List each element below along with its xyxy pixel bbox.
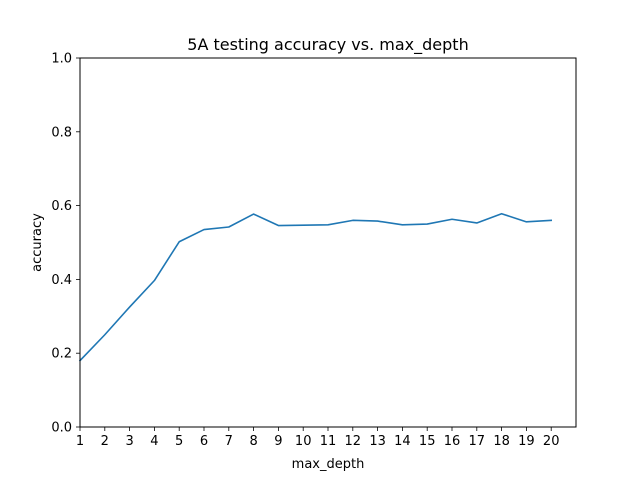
y-tick-label: 1.0	[51, 52, 72, 67]
x-tick-label: 6	[200, 434, 208, 449]
y-tick-label: 0.2	[51, 347, 72, 362]
x-tick-label: 7	[225, 434, 233, 449]
y-tick-label: 0.0	[51, 421, 72, 436]
x-tick-label: 10	[295, 434, 312, 449]
x-axis: 1 2 3 4 5 6 7 8 9 10 11 12 13 14 15 16 17 18 19 20	[76, 427, 560, 449]
y-tick-label: 0.4	[51, 273, 72, 288]
x-tick-label: 5	[175, 434, 183, 449]
x-tick-label: 14	[394, 434, 411, 449]
x-tick-label: 17	[469, 434, 486, 449]
x-tick-label: 8	[249, 434, 257, 449]
x-tick-label: 19	[518, 434, 535, 449]
x-axis-label: max_depth	[292, 457, 365, 472]
x-tick-label: 18	[493, 434, 510, 449]
x-tick-label: 11	[320, 434, 337, 449]
x-tick-label: 4	[150, 434, 158, 449]
y-tick-label: 0.6	[51, 199, 72, 214]
series-line-0	[78, 212, 553, 362]
x-tick-label: 9	[274, 434, 282, 449]
x-tick-label: 2	[101, 434, 109, 449]
x-tick-label: 3	[125, 434, 133, 449]
x-tick-label: 20	[543, 434, 560, 449]
x-tick-label: 16	[444, 434, 461, 449]
y-axis-label: accuracy	[30, 213, 45, 272]
y-tick-label: 0.8	[51, 125, 72, 140]
x-tick-label: 1	[76, 434, 84, 449]
x-tick-label: 12	[345, 434, 362, 449]
plot-area	[78, 212, 553, 362]
y-axis: 0.0 0.2 0.4 0.6 0.8 1.0	[51, 52, 80, 436]
x-tick-label: 13	[369, 434, 386, 449]
chart-title: 5A testing accuracy vs. max_depth	[187, 35, 468, 55]
x-tick-label: 15	[419, 434, 436, 449]
